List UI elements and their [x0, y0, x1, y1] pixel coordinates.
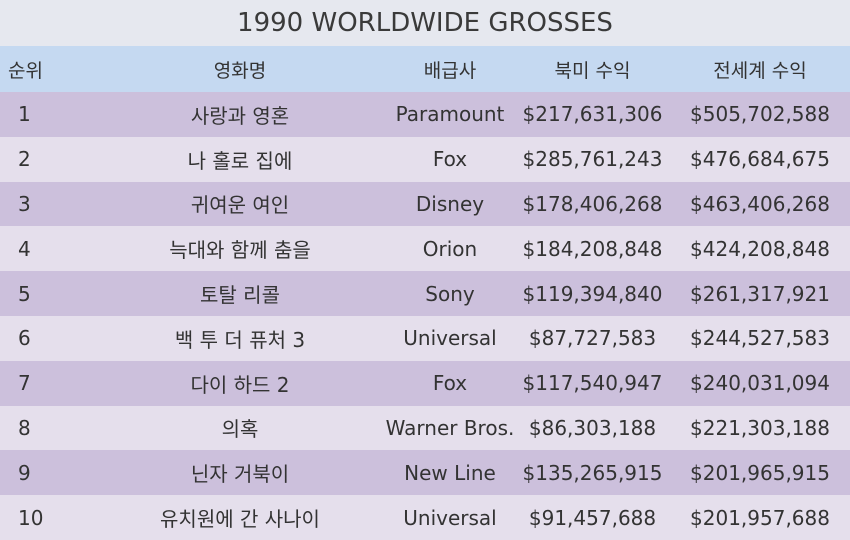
- domestic-cell: $119,394,840: [522, 281, 663, 306]
- movie-cell: 유치원에 간 사나이: [160, 507, 320, 532]
- movie-cell: 나 홀로 집에: [187, 148, 293, 173]
- domestic-cell: $87,727,583: [528, 326, 657, 351]
- worldwide-cell: $261,317,921: [690, 281, 830, 306]
- distributor-cell: Fox: [432, 147, 468, 172]
- movie-cell: 다이 하드 2: [190, 372, 290, 397]
- rank-cell: 8: [18, 415, 31, 440]
- worldwide-cell: $424,208,848: [690, 236, 830, 261]
- movie-cell: 토탈 리콜: [200, 283, 280, 308]
- table-row: 9 닌자 거북이 New Line $135,265,915 $201,965,…: [0, 450, 850, 496]
- header-rank: 순위: [8, 59, 43, 82]
- movie-cell: 의혹: [221, 417, 259, 442]
- worldwide-cell: $244,527,583: [690, 326, 830, 351]
- rank-cell: 6: [18, 326, 31, 351]
- domestic-cell: $178,406,268: [522, 191, 663, 216]
- domestic-cell: $117,540,947: [522, 371, 663, 396]
- rank-cell: 4: [18, 236, 31, 261]
- grosses-table: 순위 영화명 배급사 북미 수익 전세계 수익 1 사랑과 영혼 Paramou…: [0, 46, 850, 540]
- distributor-cell: Disney: [415, 191, 485, 216]
- worldwide-cell: $463,406,268: [690, 191, 830, 216]
- table-row: 7 다이 하드 2 Fox $117,540,947 $240,031,094: [0, 360, 850, 406]
- table-row: 10 유치원에 간 사나이 Universal $91,457,688 $201…: [0, 495, 850, 540]
- domestic-cell: $217,631,306: [522, 102, 663, 127]
- header-movie: 영화명: [213, 59, 267, 82]
- worldwide-cell: $240,031,094: [690, 371, 830, 396]
- movie-cell: 닌자 거북이: [190, 462, 290, 487]
- worldwide-cell: $476,684,675: [690, 147, 830, 172]
- table-row: 1 사랑과 영혼 Paramount $217,631,306 $505,702…: [0, 92, 850, 137]
- distributor-cell: Fox: [432, 371, 468, 396]
- header-domestic: 북미 수익: [554, 59, 631, 82]
- distributor-cell: Paramount: [395, 102, 505, 127]
- rank-cell: 2: [18, 147, 31, 172]
- distributor-cell: Orion: [422, 236, 478, 261]
- table-header-row: 순위 영화명 배급사 북미 수익 전세계 수익: [0, 46, 850, 92]
- movie-cell: 사랑과 영혼: [190, 103, 290, 128]
- title-bar: 1990 WORLDWIDE GROSSES: [0, 0, 850, 46]
- domestic-cell: $285,761,243: [522, 147, 663, 172]
- rank-cell: 10: [18, 505, 44, 530]
- table-row: 3 귀여운 여인 Disney $178,406,268 $463,406,26…: [0, 181, 850, 227]
- rank-cell: 7: [18, 371, 31, 396]
- worldwide-cell: $201,965,915: [690, 460, 830, 485]
- page-title: 1990 WORLDWIDE GROSSES: [237, 8, 613, 38]
- rank-cell: 1: [18, 102, 31, 127]
- domestic-cell: $91,457,688: [528, 505, 657, 530]
- distributor-cell: New Line: [404, 460, 496, 485]
- distributor-cell: Universal: [403, 326, 497, 351]
- rank-cell: 5: [18, 281, 31, 306]
- rank-cell: 3: [18, 191, 31, 216]
- domestic-cell: $86,303,188: [528, 415, 657, 440]
- header-distributor: 배급사: [423, 59, 477, 82]
- header-worldwide: 전세계 수익: [713, 59, 807, 82]
- table-row: 6 백 투 더 퓨처 3 Universal $87,727,583 $244,…: [0, 315, 850, 361]
- table-row: 5 토탈 리콜 Sony $119,394,840 $261,317,921: [0, 271, 850, 316]
- worldwide-cell: $221,303,188: [690, 415, 830, 440]
- distributor-cell: Universal: [403, 505, 497, 530]
- movie-cell: 늑대와 함께 춤을: [169, 238, 311, 263]
- movie-cell: 백 투 더 퓨처 3: [174, 327, 306, 352]
- domestic-cell: $184,208,848: [522, 236, 663, 261]
- worldwide-cell: $505,702,588: [690, 102, 830, 127]
- table-row: 4 늑대와 함께 춤을 Orion $184,208,848 $424,208,…: [0, 226, 850, 272]
- domestic-cell: $135,265,915: [522, 460, 663, 485]
- rank-cell: 9: [18, 460, 31, 485]
- distributor-cell: Sony: [425, 281, 475, 306]
- worldwide-cell: $201,957,688: [690, 505, 830, 530]
- table-row: 2 나 홀로 집에 Fox $285,761,243 $476,684,675: [0, 136, 850, 182]
- table-row: 8 의혹 Warner Bros. $86,303,188 $221,303,1…: [0, 405, 850, 451]
- distributor-cell: Warner Bros.: [385, 415, 515, 440]
- movie-cell: 귀여운 여인: [190, 193, 290, 218]
